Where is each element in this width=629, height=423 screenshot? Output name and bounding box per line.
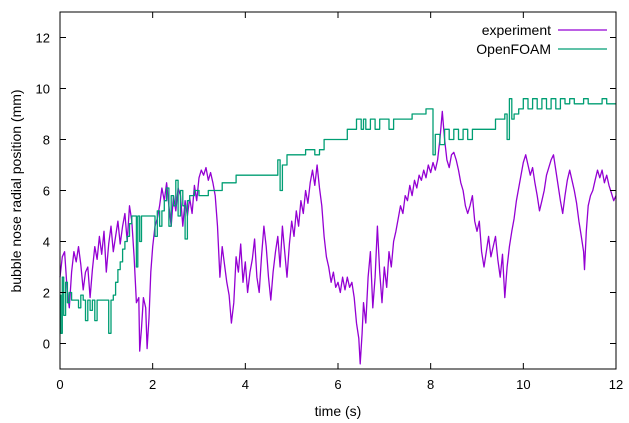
x-tick-label: 2 (149, 377, 156, 392)
y-axis-label: bubble nose radial position (mm) (8, 89, 24, 292)
x-tick-label: 12 (609, 377, 623, 392)
x-tick-label: 8 (427, 377, 434, 392)
legend-label: experiment (482, 22, 551, 38)
y-tick-label: 12 (36, 31, 50, 46)
series-layer (59, 98, 617, 365)
x-tick-label: 10 (516, 377, 530, 392)
series-line-openfoam (60, 98, 616, 334)
y-tick-label: 8 (43, 133, 50, 148)
x-axis-label: time (s) (315, 403, 362, 419)
y-tick-label: 10 (36, 82, 50, 97)
y-axis: 0 2 4 6 8 10 12 (36, 31, 616, 352)
series-line-experiment (59, 110, 617, 365)
x-axis: 0 2 4 6 8 10 12 (56, 12, 623, 392)
y-tick-label: 2 (43, 286, 50, 301)
plot-frame (59, 11, 617, 370)
x-tick-label: 0 (56, 377, 63, 392)
x-tick-label: 6 (334, 377, 341, 392)
y-tick-label: 4 (43, 235, 50, 250)
legend: experiment OpenFOAM (476, 22, 607, 57)
y-tick-label: 6 (43, 184, 50, 199)
legend-label: OpenFOAM (476, 41, 551, 57)
y-tick-label: 0 (43, 337, 50, 352)
x-tick-label: 4 (242, 377, 249, 392)
